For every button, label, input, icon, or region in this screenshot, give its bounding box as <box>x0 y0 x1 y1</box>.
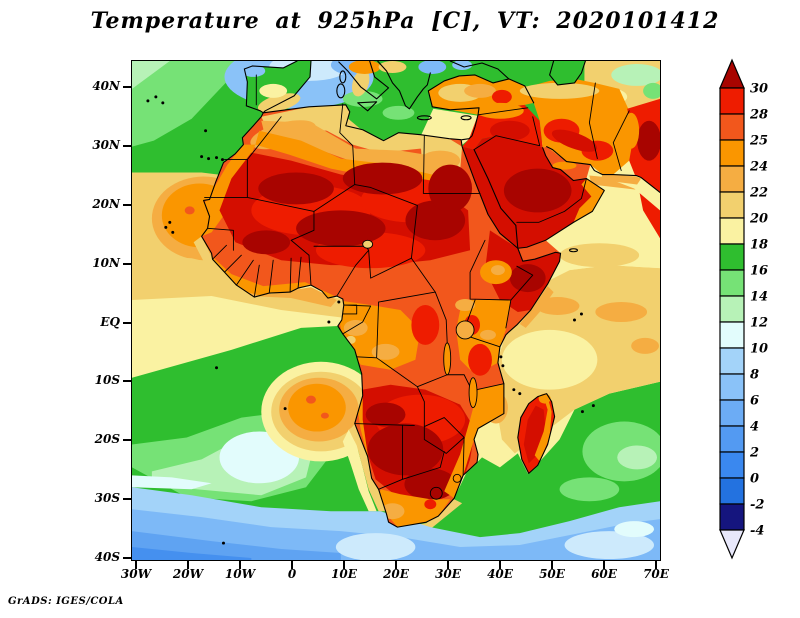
colorbar-segment <box>719 113 745 141</box>
lon-tick-label: 10W <box>224 567 256 581</box>
colorbar-segment <box>719 87 745 115</box>
colorbar-label: 18 <box>750 238 768 253</box>
colorbar-label: 8 <box>750 368 759 383</box>
colorbar-segment <box>719 451 745 479</box>
lat-tick-mark <box>123 498 131 501</box>
lon-tick-mark <box>291 561 293 569</box>
colorbar-segment <box>719 399 745 427</box>
colorbar-legend: 30 28 25 24 22 20 18 16 14 12 10 8 6 4 2 0 -2 -4 <box>712 52 794 572</box>
lon-tick-mark <box>499 561 501 569</box>
lat-tick-mark <box>123 380 131 383</box>
colorbar-label: 20 <box>749 212 768 227</box>
colorbar-label: 16 <box>750 264 768 279</box>
lat-tick-mark <box>123 262 131 265</box>
lon-tick-mark <box>135 561 137 569</box>
lat-tick-mark <box>123 86 131 88</box>
colorbar-label: -2 <box>750 498 764 513</box>
lon-tick-label: 30W <box>120 567 152 581</box>
madagascar-field <box>517 393 555 474</box>
lat-tick-label: 30S <box>94 491 120 506</box>
lon-tick-mark <box>447 561 449 569</box>
colorbar-label: 0 <box>750 472 759 487</box>
colorbar-label: 24 <box>749 160 768 175</box>
lat-tick-mark <box>123 144 131 147</box>
colorbar-segment <box>719 425 745 453</box>
colorbar-segment <box>719 217 745 245</box>
map-plot-area <box>131 60 661 561</box>
colorbar-label: 12 <box>750 316 768 331</box>
lon-tick-mark <box>187 561 189 569</box>
lon-tick-mark <box>551 561 553 569</box>
lon-tick-label: 60E <box>591 567 617 581</box>
lon-tick-mark <box>343 561 345 569</box>
coastlines <box>201 61 660 528</box>
plot-title: Temperature at 925hPa [C], VT: 202010141… <box>90 8 720 34</box>
colorbar-segment <box>719 477 745 505</box>
colorbar-segment <box>719 165 745 193</box>
colorbar-segment <box>719 321 745 349</box>
colorbar-segment <box>719 139 745 167</box>
temperature-field-map <box>132 61 660 560</box>
colorbar-label: 25 <box>749 134 768 149</box>
colorbar-segment <box>719 295 745 323</box>
colorbar-label: 10 <box>750 342 768 357</box>
lakes <box>362 239 478 409</box>
grads-credit: GrADS: IGES/COLA <box>8 596 124 607</box>
lat-tick-label: 40N <box>92 79 120 93</box>
lon-tick-label: 30E <box>435 567 461 581</box>
lat-tick-label: 30N <box>92 137 120 152</box>
colorbar-label: 14 <box>750 290 768 305</box>
colorbar-label: 2 <box>749 446 759 461</box>
lat-tick-label: 20S <box>94 432 120 447</box>
africa-temperature-field <box>201 104 561 528</box>
lon-tick-label: 0 <box>287 567 297 581</box>
lat-tick-mark <box>123 557 131 559</box>
colorbar-segment <box>719 347 745 375</box>
colorbar-label: 30 <box>750 82 768 97</box>
lon-tick-label: 20W <box>172 567 204 581</box>
lon-tick-label: 10E <box>331 567 357 581</box>
lat-tick-mark <box>123 203 131 206</box>
lat-tick-mark <box>123 439 131 442</box>
colorbar-segment <box>719 243 745 271</box>
lat-tick-label: EQ <box>100 314 120 329</box>
lat-tick-label: 40S <box>94 550 120 564</box>
lat-tick-label: 10N <box>92 255 120 270</box>
colorbar-label: 6 <box>750 394 759 409</box>
colorbar-label: 28 <box>749 108 768 123</box>
lon-tick-label: 70E <box>643 567 669 581</box>
colorbar-segment <box>719 373 745 401</box>
lon-tick-mark <box>655 561 657 569</box>
lat-tick-mark <box>123 321 131 324</box>
lon-tick-mark <box>239 561 241 569</box>
colorbar-segment <box>719 191 745 219</box>
colorbar-segment <box>719 269 745 297</box>
colorbar-label: 4 <box>750 420 759 435</box>
lon-tick-mark <box>395 561 397 569</box>
lon-tick-mark <box>603 561 605 569</box>
colorbar-arrow-top <box>719 58 745 89</box>
island-dots <box>146 95 595 545</box>
lon-tick-label: 20E <box>383 567 409 581</box>
country-borders <box>204 74 630 500</box>
colorbar-label: 22 <box>749 186 768 201</box>
lat-tick-label: 20N <box>92 196 120 211</box>
colorbar-arrow-bottom <box>719 529 745 560</box>
lon-tick-label: 40E <box>487 567 513 581</box>
eurasia-land-field <box>241 61 660 262</box>
colorbar-segment <box>719 503 745 531</box>
lat-tick-label: 10S <box>94 373 120 388</box>
lon-tick-label: 50E <box>539 567 565 581</box>
colorbar-label: -4 <box>750 524 764 539</box>
